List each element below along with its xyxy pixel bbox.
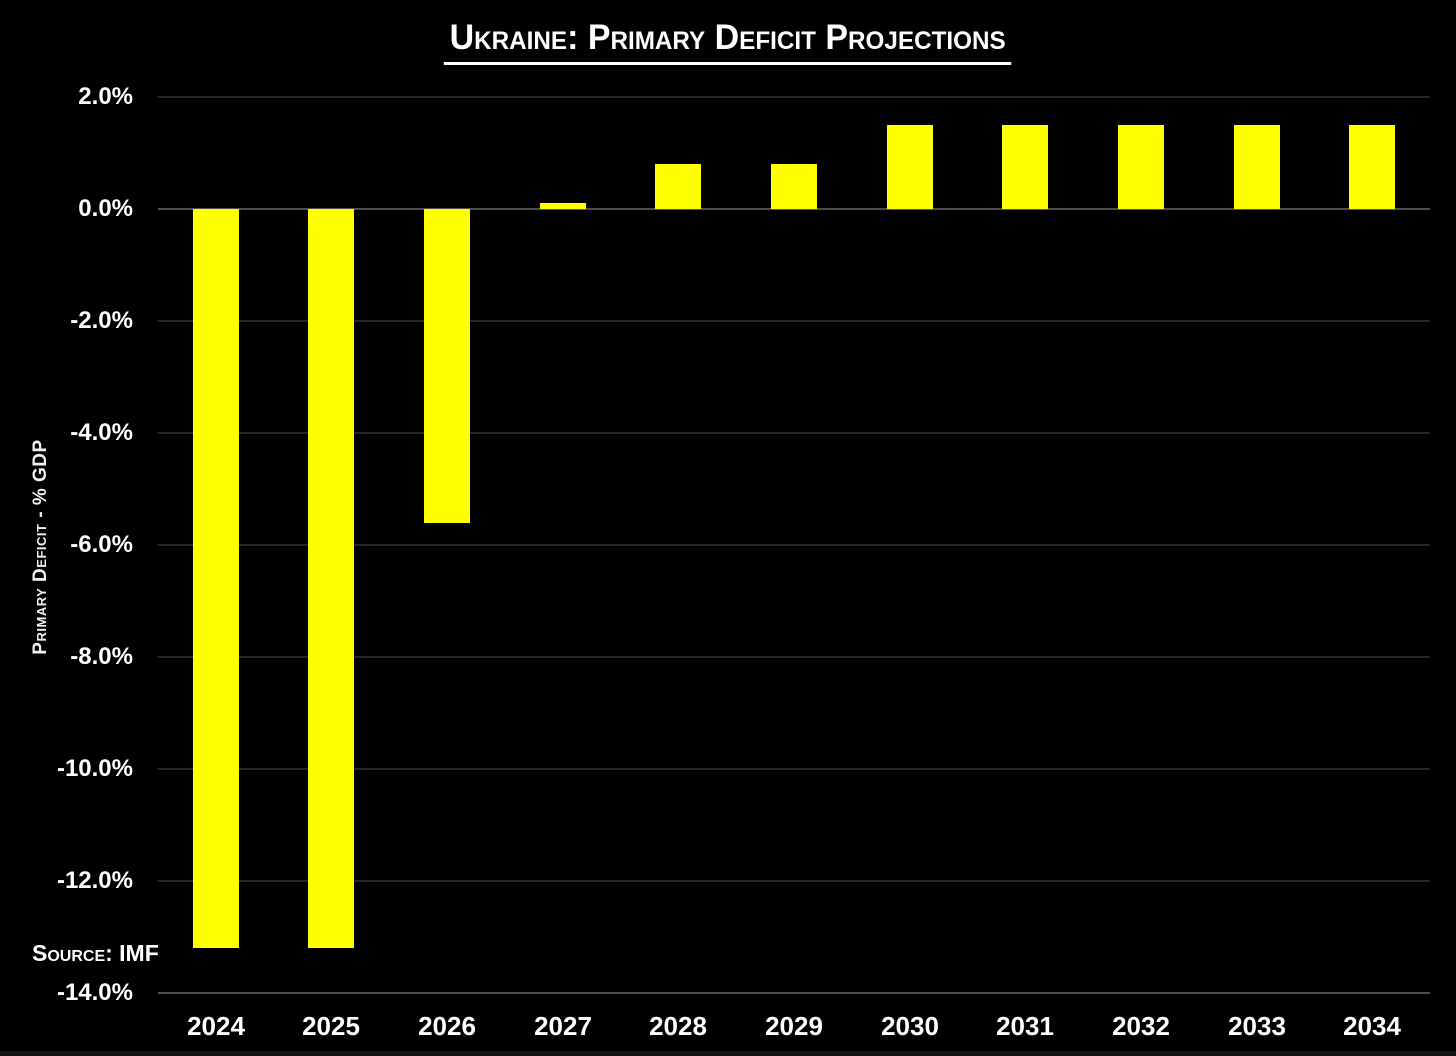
bar-2030 — [887, 125, 933, 209]
x-tick-label-2030: 2030 — [881, 1011, 939, 1041]
bar-2029 — [771, 164, 817, 209]
y-tick-label: -10.0% — [56, 755, 133, 782]
y-tick-label: 0.0% — [78, 195, 133, 222]
bar-2032 — [1118, 125, 1164, 209]
bar-2027 — [540, 203, 586, 209]
bar-2034 — [1349, 125, 1395, 209]
bottom-edge-strip — [0, 1051, 1456, 1056]
gridline — [158, 432, 1430, 434]
gridline — [158, 96, 1430, 98]
y-tick-label: -12.0% — [56, 867, 133, 894]
y-tick-label: -6.0% — [70, 531, 133, 558]
gridline — [158, 320, 1430, 322]
y-axis-title: Primary Deficit - % GDP — [30, 439, 51, 655]
chart-title-container: Ukraine: Primary Deficit Projections — [0, 18, 1456, 65]
y-tick-label: 2.0% — [78, 83, 133, 110]
x-tick-label-2028: 2028 — [649, 1011, 707, 1041]
bar-2024 — [193, 209, 239, 949]
x-tick-label-2033: 2033 — [1228, 1011, 1286, 1041]
x-tick-label-2025: 2025 — [302, 1011, 360, 1041]
x-tick-label-2027: 2027 — [534, 1011, 592, 1041]
y-tick-label: -14.0% — [56, 979, 133, 1006]
gridline — [158, 992, 1430, 994]
zero-gridline — [158, 208, 1430, 210]
gridline — [158, 880, 1430, 882]
bar-2028 — [655, 164, 701, 209]
y-tick-label: -4.0% — [70, 419, 133, 446]
gridline — [158, 768, 1430, 770]
y-tick-label: -2.0% — [70, 307, 133, 334]
x-tick-label-2032: 2032 — [1112, 1011, 1170, 1041]
gridline — [158, 544, 1430, 546]
bar-2026 — [424, 209, 470, 523]
bar-2033 — [1234, 125, 1280, 209]
x-tick-label-2029: 2029 — [765, 1011, 823, 1041]
chart-title: Ukraine: Primary Deficit Projections — [444, 18, 1012, 65]
x-tick-label-2026: 2026 — [418, 1011, 476, 1041]
source-note: Source: IMF — [32, 940, 159, 966]
x-tick-label-2034: 2034 — [1343, 1011, 1401, 1041]
gridline — [158, 656, 1430, 658]
bar-2025 — [308, 209, 354, 949]
y-tick-label: -8.0% — [70, 643, 133, 670]
x-tick-label-2031: 2031 — [996, 1011, 1054, 1041]
bar-2031 — [1002, 125, 1048, 209]
x-tick-label-2024: 2024 — [187, 1011, 245, 1041]
